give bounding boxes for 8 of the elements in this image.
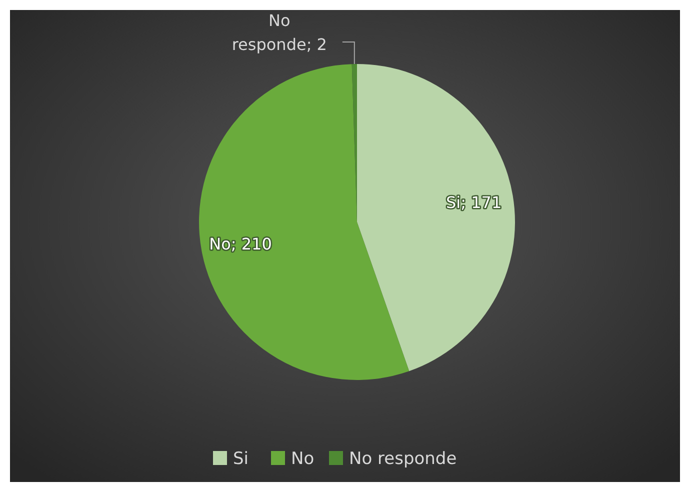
data-label: Si; 171 [446, 192, 502, 212]
legend-label: No [291, 448, 314, 469]
data-label: No responde; 2 [232, 11, 327, 54]
legend-label: Si [233, 448, 249, 469]
legend-label: No responde [349, 448, 457, 469]
pie-slice [199, 64, 410, 380]
pie-slice [357, 64, 515, 372]
data-label: No; 210 [209, 234, 272, 254]
